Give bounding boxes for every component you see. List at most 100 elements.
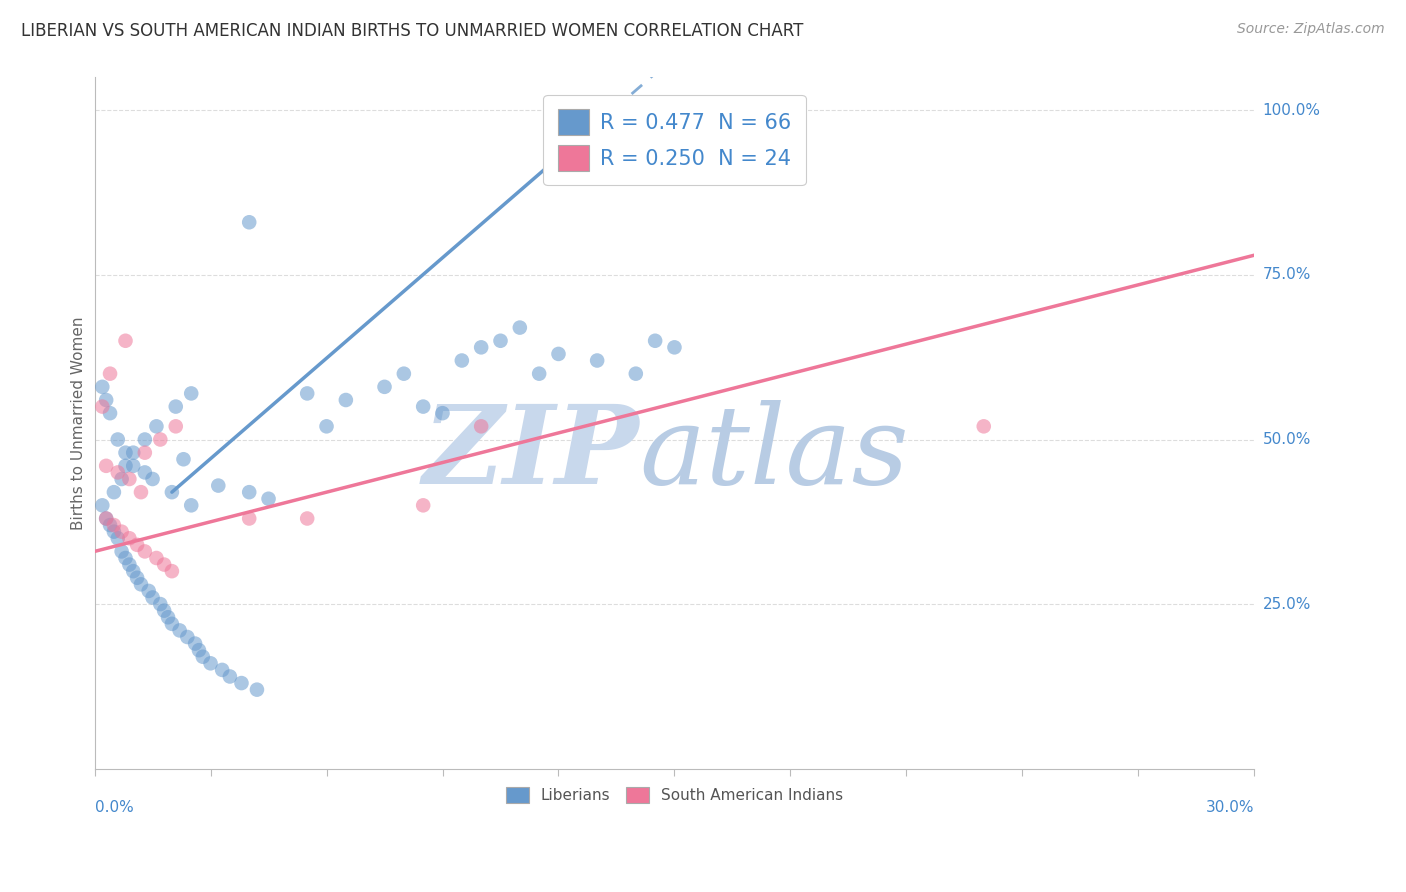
Point [238, 511, 260, 525]
Point [103, 485, 125, 500]
Point [200, 657, 222, 671]
Point [246, 682, 269, 697]
Y-axis label: Births to Unmarried Women: Births to Unmarried Women [72, 317, 86, 530]
Point [118, 558, 141, 572]
Point [211, 663, 233, 677]
Text: LIBERIAN VS SOUTH AMERICAN INDIAN BIRTHS TO UNMARRIED WOMEN CORRELATION CHART: LIBERIAN VS SOUTH AMERICAN INDIAN BIRTHS… [21, 22, 803, 40]
Point [153, 558, 176, 572]
Point [142, 591, 165, 605]
Point [96, 458, 118, 473]
Point [153, 604, 176, 618]
Point [134, 466, 156, 480]
Point [134, 544, 156, 558]
Text: ZIP: ZIP [423, 401, 640, 508]
Point [96, 511, 118, 525]
Point [160, 616, 183, 631]
Point [470, 419, 492, 434]
Point [169, 624, 191, 638]
Point [191, 649, 214, 664]
Point [127, 538, 149, 552]
Point [129, 577, 152, 591]
Text: atlas: atlas [640, 401, 910, 508]
Point [450, 353, 472, 368]
Point [149, 433, 172, 447]
Point [295, 386, 318, 401]
Point [335, 392, 357, 407]
Point [257, 491, 280, 506]
Point [157, 610, 180, 624]
Point [231, 676, 253, 690]
Point [122, 458, 145, 473]
Text: 75.0%: 75.0% [1263, 268, 1310, 283]
Point [238, 215, 260, 229]
Point [180, 386, 202, 401]
Point [145, 551, 167, 566]
Point [160, 564, 183, 578]
Point [114, 551, 136, 566]
Point [96, 392, 118, 407]
Point [107, 433, 129, 447]
Point [134, 433, 156, 447]
Point [547, 347, 569, 361]
Point [98, 367, 121, 381]
Point [509, 320, 531, 334]
Point [664, 340, 686, 354]
Point [98, 518, 121, 533]
Point [103, 518, 125, 533]
Point [644, 334, 666, 348]
Text: Source: ZipAtlas.com: Source: ZipAtlas.com [1237, 22, 1385, 37]
Point [432, 406, 454, 420]
Point [624, 367, 647, 381]
Point [295, 511, 318, 525]
Point [149, 597, 172, 611]
Point [219, 669, 242, 683]
Legend: Liberians, South American Indians: Liberians, South American Indians [499, 781, 849, 809]
Point [129, 485, 152, 500]
Point [122, 445, 145, 459]
Point [114, 334, 136, 348]
Point [184, 636, 207, 650]
Point [207, 478, 229, 492]
Point [118, 472, 141, 486]
Text: 30.0%: 30.0% [1206, 800, 1254, 814]
Point [165, 400, 187, 414]
Point [470, 340, 492, 354]
Point [103, 524, 125, 539]
Text: 50.0%: 50.0% [1263, 432, 1310, 447]
Point [114, 445, 136, 459]
Point [973, 419, 995, 434]
Point [586, 353, 609, 368]
Point [91, 380, 114, 394]
Point [412, 400, 434, 414]
Point [527, 367, 550, 381]
Point [138, 583, 160, 598]
Point [111, 524, 134, 539]
Point [160, 485, 183, 500]
Point [412, 499, 434, 513]
Point [176, 630, 198, 644]
Point [489, 334, 512, 348]
Point [142, 472, 165, 486]
Point [107, 466, 129, 480]
Text: 0.0%: 0.0% [94, 800, 134, 814]
Point [118, 531, 141, 545]
Point [96, 511, 118, 525]
Point [127, 571, 149, 585]
Text: 25.0%: 25.0% [1263, 597, 1310, 612]
Text: 100.0%: 100.0% [1263, 103, 1320, 118]
Point [111, 544, 134, 558]
Point [91, 499, 114, 513]
Point [111, 472, 134, 486]
Point [238, 485, 260, 500]
Point [107, 531, 129, 545]
Point [392, 367, 415, 381]
Point [145, 419, 167, 434]
Point [165, 419, 187, 434]
Point [188, 643, 211, 657]
Point [122, 564, 145, 578]
Point [134, 445, 156, 459]
Point [98, 406, 121, 420]
Point [114, 458, 136, 473]
Point [373, 380, 395, 394]
Point [91, 400, 114, 414]
